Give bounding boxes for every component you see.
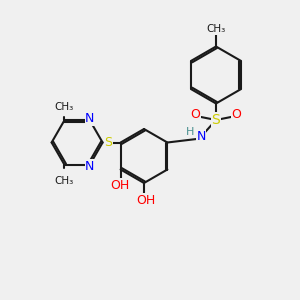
Text: OH: OH (136, 194, 155, 207)
Text: OH: OH (110, 179, 130, 192)
Text: N: N (196, 130, 206, 143)
Text: S: S (104, 136, 112, 149)
Text: CH₃: CH₃ (206, 24, 226, 34)
Text: H: H (187, 127, 195, 137)
Text: CH₃: CH₃ (55, 176, 74, 186)
Text: N: N (85, 112, 94, 125)
Text: N: N (85, 160, 94, 172)
Text: N: N (85, 160, 94, 172)
Text: OH: OH (136, 194, 155, 207)
Text: N: N (85, 112, 94, 125)
Text: O: O (232, 107, 241, 121)
Text: H: H (186, 127, 195, 137)
Text: CH₃: CH₃ (55, 102, 74, 112)
Text: S: S (212, 113, 220, 127)
Text: S: S (104, 136, 112, 149)
Text: O: O (191, 107, 200, 121)
Text: O: O (232, 107, 241, 121)
Text: N: N (196, 130, 206, 143)
Text: O: O (191, 107, 200, 121)
Text: N: N (196, 130, 206, 143)
Text: S: S (212, 113, 220, 127)
